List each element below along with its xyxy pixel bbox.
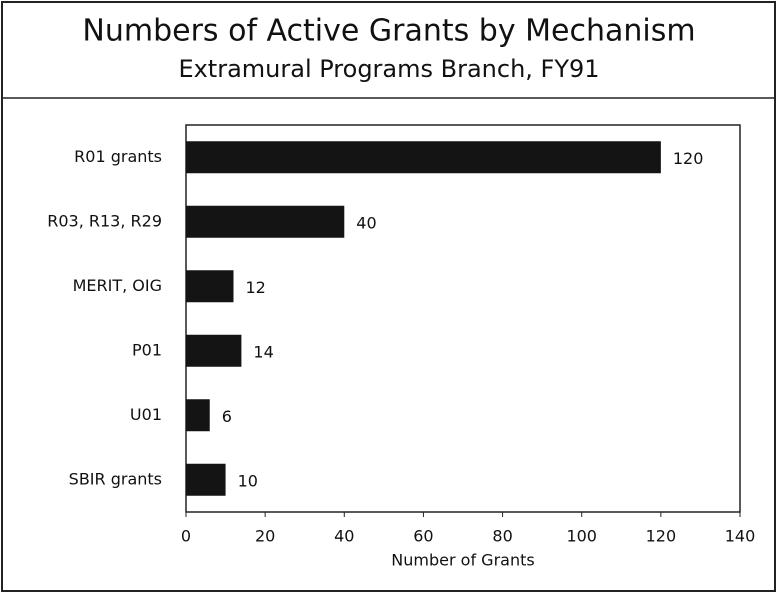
x-tick-label: 60 xyxy=(413,527,433,546)
y-tick-label: MERIT, OIG xyxy=(73,276,162,295)
chart-title: Numbers of Active Grants by Mechanism xyxy=(82,14,695,49)
bar xyxy=(186,463,226,496)
value-label: 10 xyxy=(238,471,258,490)
y-tick-label: R01 grants xyxy=(74,147,162,166)
value-label: 40 xyxy=(356,213,376,232)
bar xyxy=(186,141,661,174)
x-tick-label: 0 xyxy=(181,527,191,546)
value-label: 6 xyxy=(222,407,232,426)
y-tick-label: R03, R13, R29 xyxy=(47,211,162,230)
x-tick-label: 140 xyxy=(725,527,756,546)
x-tick-label: 100 xyxy=(566,527,597,546)
bar xyxy=(186,205,345,238)
x-tick-label: 120 xyxy=(646,527,677,546)
x-tick-label: 80 xyxy=(492,527,512,546)
value-label: 120 xyxy=(673,149,704,168)
chart-subtitle: Extramural Programs Branch, FY91 xyxy=(178,55,599,83)
y-tick-label: P01 xyxy=(132,340,162,359)
x-axis-label: Number of Grants xyxy=(391,551,534,570)
x-tick-label: 20 xyxy=(255,527,275,546)
value-label: 14 xyxy=(253,342,273,361)
value-label: 12 xyxy=(245,278,265,297)
plot-area xyxy=(185,124,741,513)
y-tick-label: U01 xyxy=(130,405,162,424)
bar xyxy=(186,399,210,432)
bar xyxy=(186,334,242,367)
x-tick-label: 40 xyxy=(334,527,354,546)
bar xyxy=(186,270,234,303)
y-tick-label: SBIR grants xyxy=(69,469,162,488)
